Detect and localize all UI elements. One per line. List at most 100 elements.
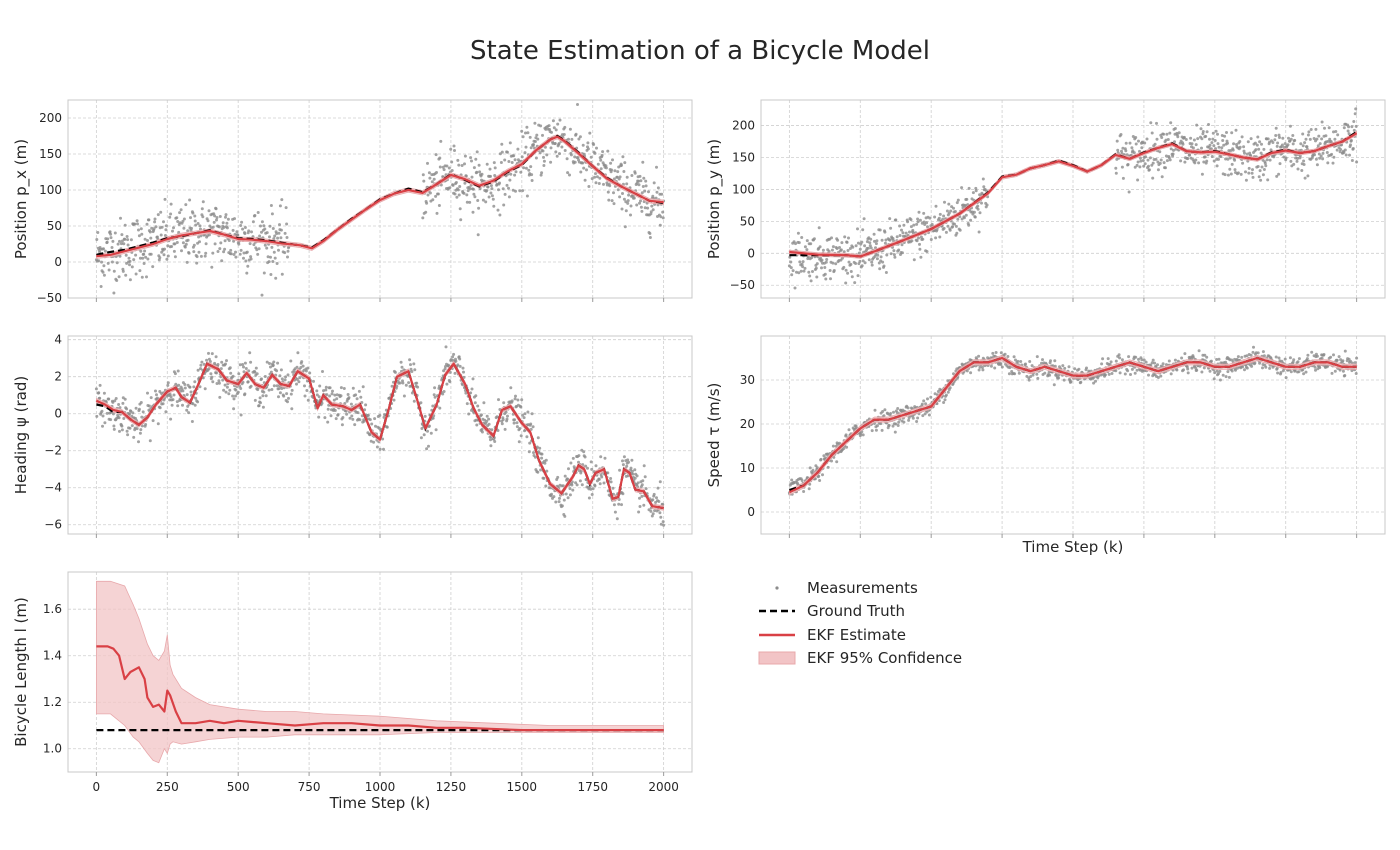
measurement-point <box>275 384 279 388</box>
measurement-point <box>1027 378 1031 382</box>
measurement-point <box>229 252 233 256</box>
measurement-point <box>1168 131 1172 135</box>
measurement-point <box>115 261 119 265</box>
measurement-point <box>1175 368 1179 372</box>
measurement-point <box>1223 173 1227 177</box>
measurement-point <box>1182 135 1186 139</box>
measurement-point <box>169 212 173 216</box>
measurement-point <box>1251 175 1255 179</box>
measurement-point <box>971 191 975 195</box>
measurement-point <box>297 380 301 384</box>
measurement-point <box>610 199 614 203</box>
measurement-point <box>272 237 276 241</box>
measurement-point <box>120 233 124 237</box>
measurement-point <box>1259 178 1263 182</box>
measurement-point <box>242 256 245 260</box>
measurement-point <box>257 404 261 408</box>
measurement-point <box>128 263 131 267</box>
measurement-point <box>507 186 510 190</box>
measurement-point <box>1275 144 1279 148</box>
measurement-point <box>1140 146 1144 150</box>
measurement-point <box>1226 157 1230 161</box>
measurement-point <box>156 422 160 426</box>
measurement-point <box>810 256 814 260</box>
measurement-point <box>1305 357 1309 361</box>
measurement-point <box>243 392 247 396</box>
measurement-point <box>198 385 202 389</box>
measurement-point <box>928 216 932 220</box>
measurement-point <box>101 414 105 418</box>
measurement-point <box>1337 355 1341 359</box>
measurement-point <box>1284 376 1288 380</box>
measurement-point <box>432 393 436 397</box>
measurement-point <box>647 190 650 194</box>
measurement-point <box>832 269 836 272</box>
measurement-point <box>1246 140 1250 144</box>
measurement-point <box>185 408 189 412</box>
measurement-point <box>842 447 846 450</box>
measurement-point <box>360 401 364 404</box>
measurement-point <box>485 189 489 192</box>
measurement-point <box>1258 169 1262 173</box>
measurement-point <box>1217 372 1220 376</box>
measurement-point <box>330 392 334 396</box>
measurement-point <box>238 252 242 256</box>
measurement-point <box>525 435 529 439</box>
measurement-point <box>224 215 227 219</box>
measurement-point <box>1208 369 1212 373</box>
measurement-point <box>1317 134 1321 138</box>
measurement-point <box>536 470 540 474</box>
measurement-point <box>934 236 938 240</box>
measurement-point <box>1141 159 1145 162</box>
measurement-point <box>1204 134 1208 138</box>
measurement-point <box>519 170 523 174</box>
measurement-point <box>269 204 273 207</box>
measurement-point <box>1207 123 1210 126</box>
y-tick-label: 200 <box>39 111 62 125</box>
measurement-point <box>882 264 886 268</box>
measurement-point <box>1292 162 1296 166</box>
measurement-point <box>649 210 653 214</box>
measurement-point <box>1307 130 1311 134</box>
measurement-point <box>900 228 903 232</box>
measurement-point <box>853 281 857 285</box>
measurement-point <box>356 411 360 415</box>
measurement-point <box>295 382 298 386</box>
measurement-point <box>480 430 484 434</box>
measurement-point <box>173 242 177 246</box>
measurement-point <box>225 221 229 225</box>
measurement-point <box>843 235 847 239</box>
measurement-point <box>160 225 164 229</box>
measurement-point <box>138 256 142 260</box>
measurement-point <box>345 412 349 416</box>
measurement-point <box>1136 160 1140 164</box>
measurement-point <box>113 231 117 235</box>
measurement-point <box>175 400 179 404</box>
measurement-point <box>798 260 802 264</box>
measurement-point <box>1300 169 1304 172</box>
measurement-point <box>1101 357 1105 361</box>
measurement-point <box>922 399 926 403</box>
measurement-point <box>422 433 426 437</box>
measurement-point <box>534 156 538 160</box>
measurement-point <box>146 257 150 261</box>
measurement-point <box>354 393 358 397</box>
measurement-point <box>269 273 273 276</box>
measurement-point <box>845 445 849 449</box>
measurement-point <box>875 239 879 243</box>
measurement-point <box>1145 137 1149 141</box>
measurement-point <box>246 380 250 384</box>
measurement-point <box>156 213 160 217</box>
measurement-point <box>856 227 859 231</box>
measurement-point <box>487 195 491 199</box>
measurement-point <box>1261 366 1264 370</box>
measurement-point <box>392 398 396 402</box>
measurement-point <box>1342 126 1346 130</box>
measurement-point <box>627 460 631 464</box>
measurement-point <box>557 142 561 145</box>
measurement-point <box>922 211 926 215</box>
measurement-point <box>566 496 570 500</box>
measurement-point <box>189 390 193 394</box>
measurement-point <box>1322 353 1326 356</box>
measurement-point <box>202 362 206 366</box>
